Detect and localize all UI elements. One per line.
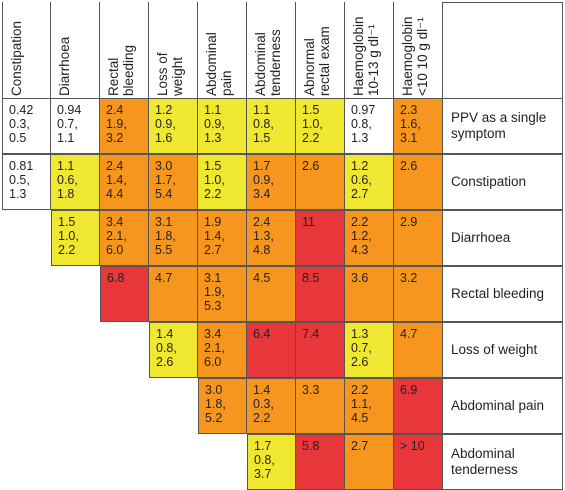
- matrix-cell: 5.8: [296, 434, 345, 490]
- matrix-cell: 0.97 0.8, 1.3: [345, 98, 394, 154]
- column-header-label: Rectal bleeding: [106, 44, 136, 96]
- column-header-label: Haemoglobin <10 10 g dl⁻¹: [400, 16, 430, 96]
- matrix-cell: 4.5: [247, 266, 296, 322]
- matrix-cell: 11: [296, 210, 345, 266]
- matrix-cell: 4.7: [394, 322, 443, 378]
- matrix-cell: 1.1 0.8, 1.5: [247, 98, 296, 154]
- matrix-cell: 2.2 1.1, 4.5: [345, 378, 394, 434]
- matrix-cell: 3.1 1.8, 5.5: [149, 210, 198, 266]
- column-header: Constipation: [2, 2, 51, 98]
- row-label: Abdominal tenderness: [443, 434, 563, 490]
- row-label: PPV as a single symptom: [443, 98, 563, 154]
- matrix-cell: 1.2 0.6, 2.7: [345, 154, 394, 210]
- matrix-cell: 3.0 1.8, 5.2: [198, 378, 247, 434]
- matrix-cell: 8.5: [296, 266, 345, 322]
- matrix-cell: 3.3: [296, 378, 345, 434]
- header-top-rule: [443, 2, 563, 3]
- matrix-cell: 3.4 2.1, 6.0: [100, 210, 149, 266]
- column-header-label: Diarrhoea: [57, 36, 72, 96]
- matrix-cell: 1.2 0.9, 1.6: [149, 98, 198, 154]
- matrix-cell: 1.5 1.0, 2.2: [198, 154, 247, 210]
- matrix-cell: 2.6: [296, 154, 345, 210]
- matrix-cell: 1.7 0.8, 3.7: [247, 434, 296, 490]
- row-label: Constipation: [443, 154, 563, 210]
- matrix-cell: 1.1 0.9, 1.3: [198, 98, 247, 154]
- row-label: Diarrhoea: [443, 210, 563, 266]
- matrix-cell: 2.6: [394, 154, 443, 210]
- matrix-cell: 7.4: [296, 322, 345, 378]
- matrix-cell: 6.4: [247, 322, 296, 378]
- matrix-cell: 2.4 1.4, 4.4: [100, 154, 149, 210]
- matrix-cell: 1.5 1.0, 2.2: [51, 210, 100, 266]
- column-header-label: Loss of weight: [155, 52, 185, 96]
- column-header-label: Abnormal rectal exam: [302, 26, 332, 96]
- matrix-cell: 1.7 0.9, 3.4: [247, 154, 296, 210]
- matrix-cell: 0.42 0.3, 0.5: [2, 98, 51, 154]
- matrix-cell: 2.2 1.2, 4.3: [345, 210, 394, 266]
- column-header-label: Abdominal tenderness: [253, 29, 283, 96]
- matrix-cell: 2.4 1.3, 4.8: [247, 210, 296, 266]
- column-header-label: Constipation: [9, 20, 24, 96]
- matrix-cell: 3.0 1.7, 5.4: [149, 154, 198, 210]
- row-label: Abdominal pain: [443, 378, 563, 434]
- matrix-cell: 2.4 1.9, 3.2: [100, 98, 149, 154]
- column-header: Haemoglobin 10-13 g dl⁻¹: [345, 2, 394, 98]
- matrix-cell: > 10: [394, 434, 443, 490]
- column-header: Diarrhoea: [51, 2, 100, 98]
- column-header: Abdominal tenderness: [247, 2, 296, 98]
- matrix-cell: 2.9: [394, 210, 443, 266]
- column-header-label: Abdominal pain: [204, 32, 234, 96]
- matrix-cell: 0.81 0.5, 1.3: [2, 154, 51, 210]
- matrix-cell: 6.9: [394, 378, 443, 434]
- matrix-cell: 2.3 1.6, 3.1: [394, 98, 443, 154]
- column-header-label: Haemoglobin 10-13 g dl⁻¹: [351, 16, 381, 96]
- row-label: Loss of weight: [443, 322, 563, 378]
- column-header: Abnormal rectal exam: [296, 2, 345, 98]
- matrix-cell: 3.2: [394, 266, 443, 322]
- header-right-rule: [562, 2, 563, 98]
- matrix-cell: 3.6: [345, 266, 394, 322]
- matrix-cell: 3.1 1.9, 5.3: [198, 266, 247, 322]
- column-header: Loss of weight: [149, 2, 198, 98]
- matrix-cell: 1.5 1.0, 2.2: [296, 98, 345, 154]
- matrix-cell: 1.3 0.7, 2.6: [345, 322, 394, 378]
- matrix-cell: 1.4 0.3, 2.2: [247, 378, 296, 434]
- matrix-cell: 3.4 2.1, 6.0: [198, 322, 247, 378]
- matrix-cell: 0.94 0.7, 1.1: [51, 98, 100, 154]
- matrix-cell: 1.4 0.8, 2.6: [149, 322, 198, 378]
- matrix-cell: 1.1 0.6, 1.8: [51, 154, 100, 210]
- column-header: Abdominal pain: [198, 2, 247, 98]
- matrix-cell: 1.9 1.4, 2.7: [198, 210, 247, 266]
- matrix-cell: 2.7: [345, 434, 394, 490]
- row-label: Rectal bleeding: [443, 266, 563, 322]
- matrix-cell: 6.8: [100, 266, 149, 322]
- matrix-cell: 4.7: [149, 266, 198, 322]
- column-header: Haemoglobin <10 10 g dl⁻¹: [394, 2, 443, 98]
- column-header: Rectal bleeding: [100, 2, 149, 98]
